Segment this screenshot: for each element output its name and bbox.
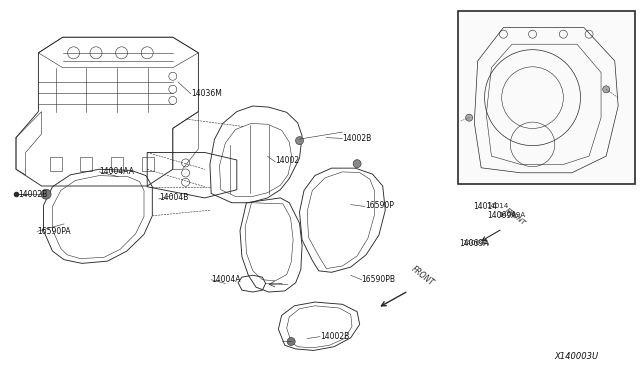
- Text: 14014: 14014: [474, 202, 498, 211]
- Circle shape: [466, 114, 473, 121]
- Text: 16590PA: 16590PA: [37, 227, 71, 236]
- Bar: [81, 157, 92, 171]
- Text: 14014: 14014: [486, 203, 509, 209]
- Text: 14069A: 14069A: [488, 211, 517, 220]
- Circle shape: [353, 160, 361, 168]
- Circle shape: [287, 337, 295, 346]
- Text: 14069A: 14069A: [462, 240, 489, 246]
- Circle shape: [41, 189, 51, 199]
- Text: 14004A: 14004A: [211, 275, 241, 284]
- Bar: [142, 157, 154, 171]
- Text: 14069A: 14069A: [460, 239, 489, 248]
- Text: 16590P: 16590P: [365, 201, 394, 210]
- Text: FRONT: FRONT: [410, 264, 436, 287]
- Text: 14002: 14002: [275, 156, 300, 165]
- Circle shape: [603, 86, 610, 93]
- Bar: [111, 157, 123, 171]
- Bar: [458, 11, 635, 184]
- Text: FRONT: FRONT: [504, 207, 527, 226]
- Text: 14004AA: 14004AA: [99, 167, 134, 176]
- Text: 14002B: 14002B: [342, 134, 372, 143]
- Text: 14002B: 14002B: [320, 332, 349, 341]
- Text: 14036M: 14036M: [191, 89, 221, 98]
- Text: 14069A: 14069A: [498, 212, 525, 218]
- Text: 16590PB: 16590PB: [362, 275, 396, 284]
- Text: 14002B: 14002B: [18, 190, 47, 199]
- Bar: [50, 157, 61, 171]
- Circle shape: [296, 137, 303, 145]
- Text: 14004B: 14004B: [159, 193, 188, 202]
- Text: X140003U: X140003U: [554, 352, 598, 361]
